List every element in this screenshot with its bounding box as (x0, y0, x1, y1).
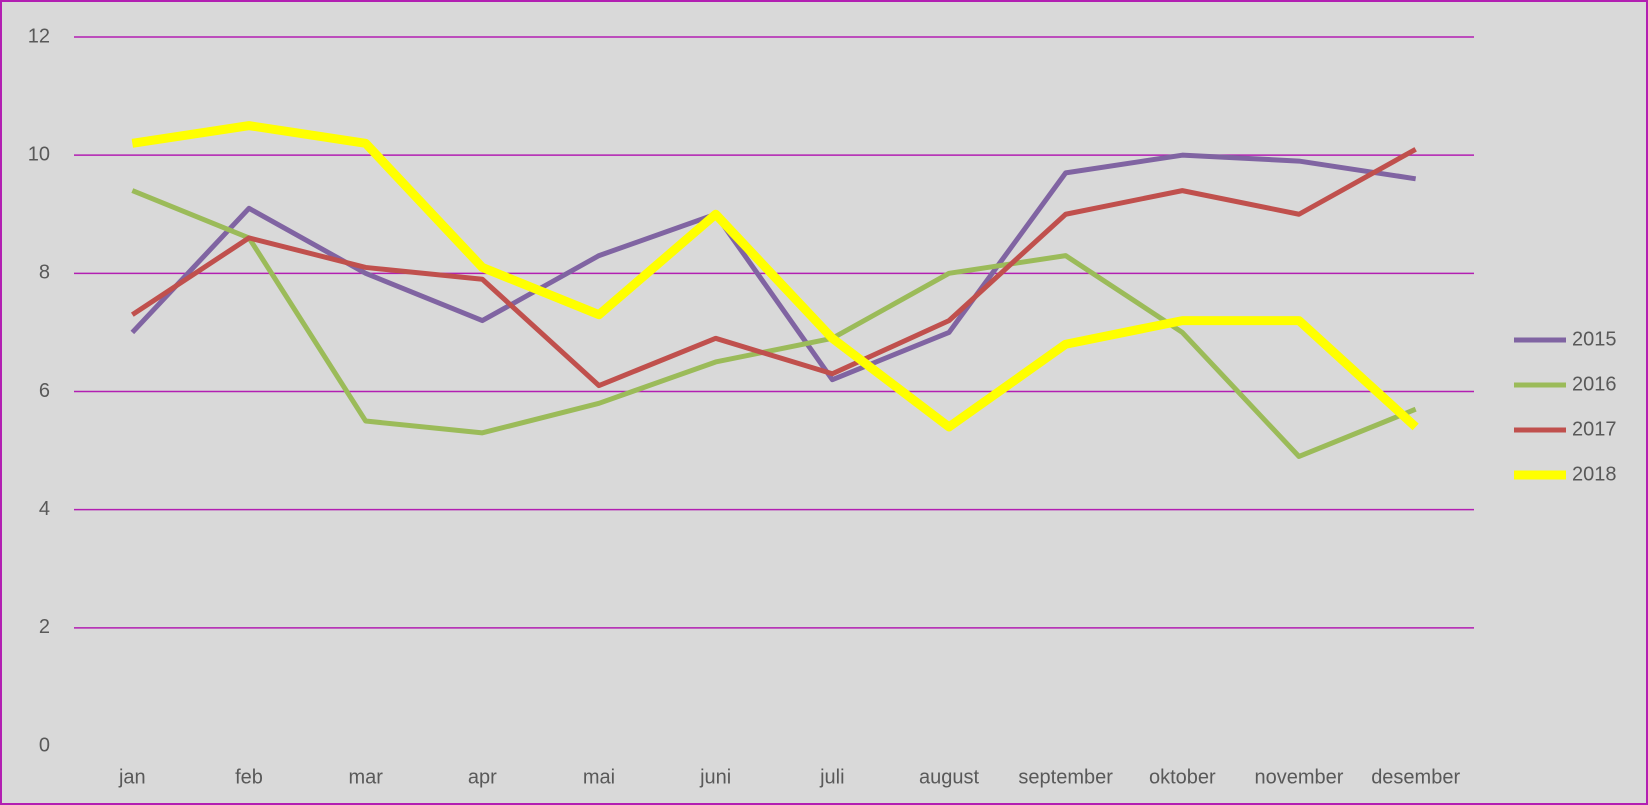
series-line (131, 121, 1419, 432)
y-tick-label: 8 (39, 262, 50, 284)
x-tick-label: mai (583, 766, 615, 788)
y-tick-label: 10 (28, 143, 50, 165)
x-tick-label: november (1255, 766, 1344, 788)
legend-label: 2018 (1572, 463, 1617, 485)
y-tick-label: 2 (39, 616, 50, 638)
x-tick-label: jan (118, 766, 146, 788)
y-tick-label: 4 (39, 498, 50, 520)
y-tick-label: 6 (39, 380, 50, 402)
series-line (131, 188, 1417, 459)
y-tick-label: 0 (39, 734, 50, 756)
x-tick-label: juli (819, 766, 844, 788)
x-tick-label: desember (1371, 766, 1460, 788)
x-tick-label: oktober (1149, 766, 1216, 788)
y-tick-label: 12 (28, 25, 50, 47)
x-tick-label: juni (699, 766, 731, 788)
legend-label: 2016 (1572, 373, 1617, 395)
x-tick-label: september (1018, 766, 1113, 788)
legend-label: 2017 (1572, 418, 1617, 440)
x-tick-label: august (919, 766, 979, 788)
x-tick-label: feb (235, 766, 263, 788)
x-tick-label: apr (468, 766, 497, 788)
legend-label: 2015 (1572, 328, 1617, 350)
series-line (130, 147, 1417, 389)
x-tick-label: mar (348, 766, 383, 788)
